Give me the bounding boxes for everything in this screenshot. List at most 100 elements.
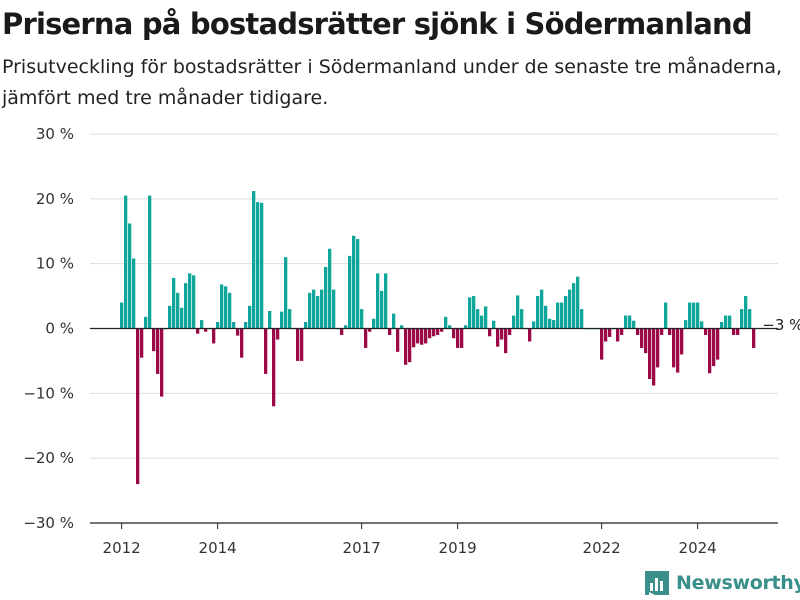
x-tick-label: 2012 [103,539,141,557]
bar [268,310,272,329]
newsworthy-logo: Newsworthy [644,568,800,598]
bar [324,266,328,329]
bar [560,302,564,329]
bar [168,305,172,329]
bar [664,302,668,329]
bar [520,309,524,329]
bar [472,296,476,329]
bar [392,313,396,329]
bar [748,309,752,329]
bar [512,315,516,329]
bar [384,273,388,329]
bar [720,322,724,329]
bar [504,328,508,354]
bar [332,289,336,329]
bar [732,328,736,335]
bar [416,328,420,344]
bar [744,296,748,329]
bar [436,328,440,335]
bar [628,315,632,329]
bar [552,320,556,329]
bar [172,277,176,329]
bar [460,328,464,348]
bar [488,328,492,337]
axes: 30 % 20 % 10 % 0 % −10 % −20 % −30 % 2012 2014 20… [23,125,800,557]
bar [516,295,520,329]
bar [696,302,700,329]
bar [604,328,608,342]
bar [716,328,720,360]
bar [468,297,472,329]
bar [300,328,304,361]
y-tick-label: −20 % [23,449,74,467]
bar [376,273,380,329]
bar [632,320,636,329]
bar [608,328,612,337]
bar [536,296,540,329]
bar-chart-logo-icon [645,571,669,595]
bar [424,328,428,344]
bar [412,328,416,348]
bar [620,328,624,335]
y-tick-label: 30 % [36,125,74,143]
bar [224,286,228,329]
bar [428,328,432,339]
bar [200,320,204,329]
bar [444,316,448,329]
bar [752,328,756,348]
bar [220,284,224,329]
bar [572,283,576,329]
bar [636,328,640,335]
bar [272,328,276,407]
bar [576,276,580,329]
bar [260,202,264,329]
x-tick-label: 2019 [439,539,477,557]
bar [532,321,536,329]
last-value-annotation: −3 % [762,316,800,334]
bar [568,289,572,329]
bar [348,255,352,329]
bar [548,318,552,329]
bar [452,328,456,339]
bars [120,191,756,485]
bar [528,328,532,342]
bar [252,191,256,329]
bar [432,328,436,337]
y-tick-label: 0 % [45,320,74,338]
bar [128,223,132,329]
bar [420,328,424,345]
bar [188,273,192,329]
bar [132,258,136,329]
bar [372,318,376,329]
bar [256,202,260,329]
bar [692,302,696,329]
bar [464,325,468,329]
y-tick-label: −10 % [23,384,74,402]
bar [304,322,308,329]
bar [264,328,268,374]
bar [600,328,604,360]
bar [704,328,708,335]
bar [700,321,704,329]
bar [192,275,196,329]
bar [244,322,248,329]
bar [388,328,392,335]
bar [408,328,412,363]
bar [180,307,184,329]
bar [204,328,208,332]
bar [276,328,280,340]
bar [544,305,548,329]
brand-name: Newsworthy [676,572,800,594]
bar [580,309,584,329]
bar [448,325,452,329]
bar [740,309,744,329]
bar [644,328,648,354]
bar [232,322,236,329]
chart-subtitle: Prisutveckling för bostadsrätter i Söder… [2,56,783,109]
bar [176,292,180,329]
bar [564,296,568,329]
bar [340,328,344,335]
bar [396,328,400,352]
bar [724,315,728,329]
bar [480,315,484,329]
